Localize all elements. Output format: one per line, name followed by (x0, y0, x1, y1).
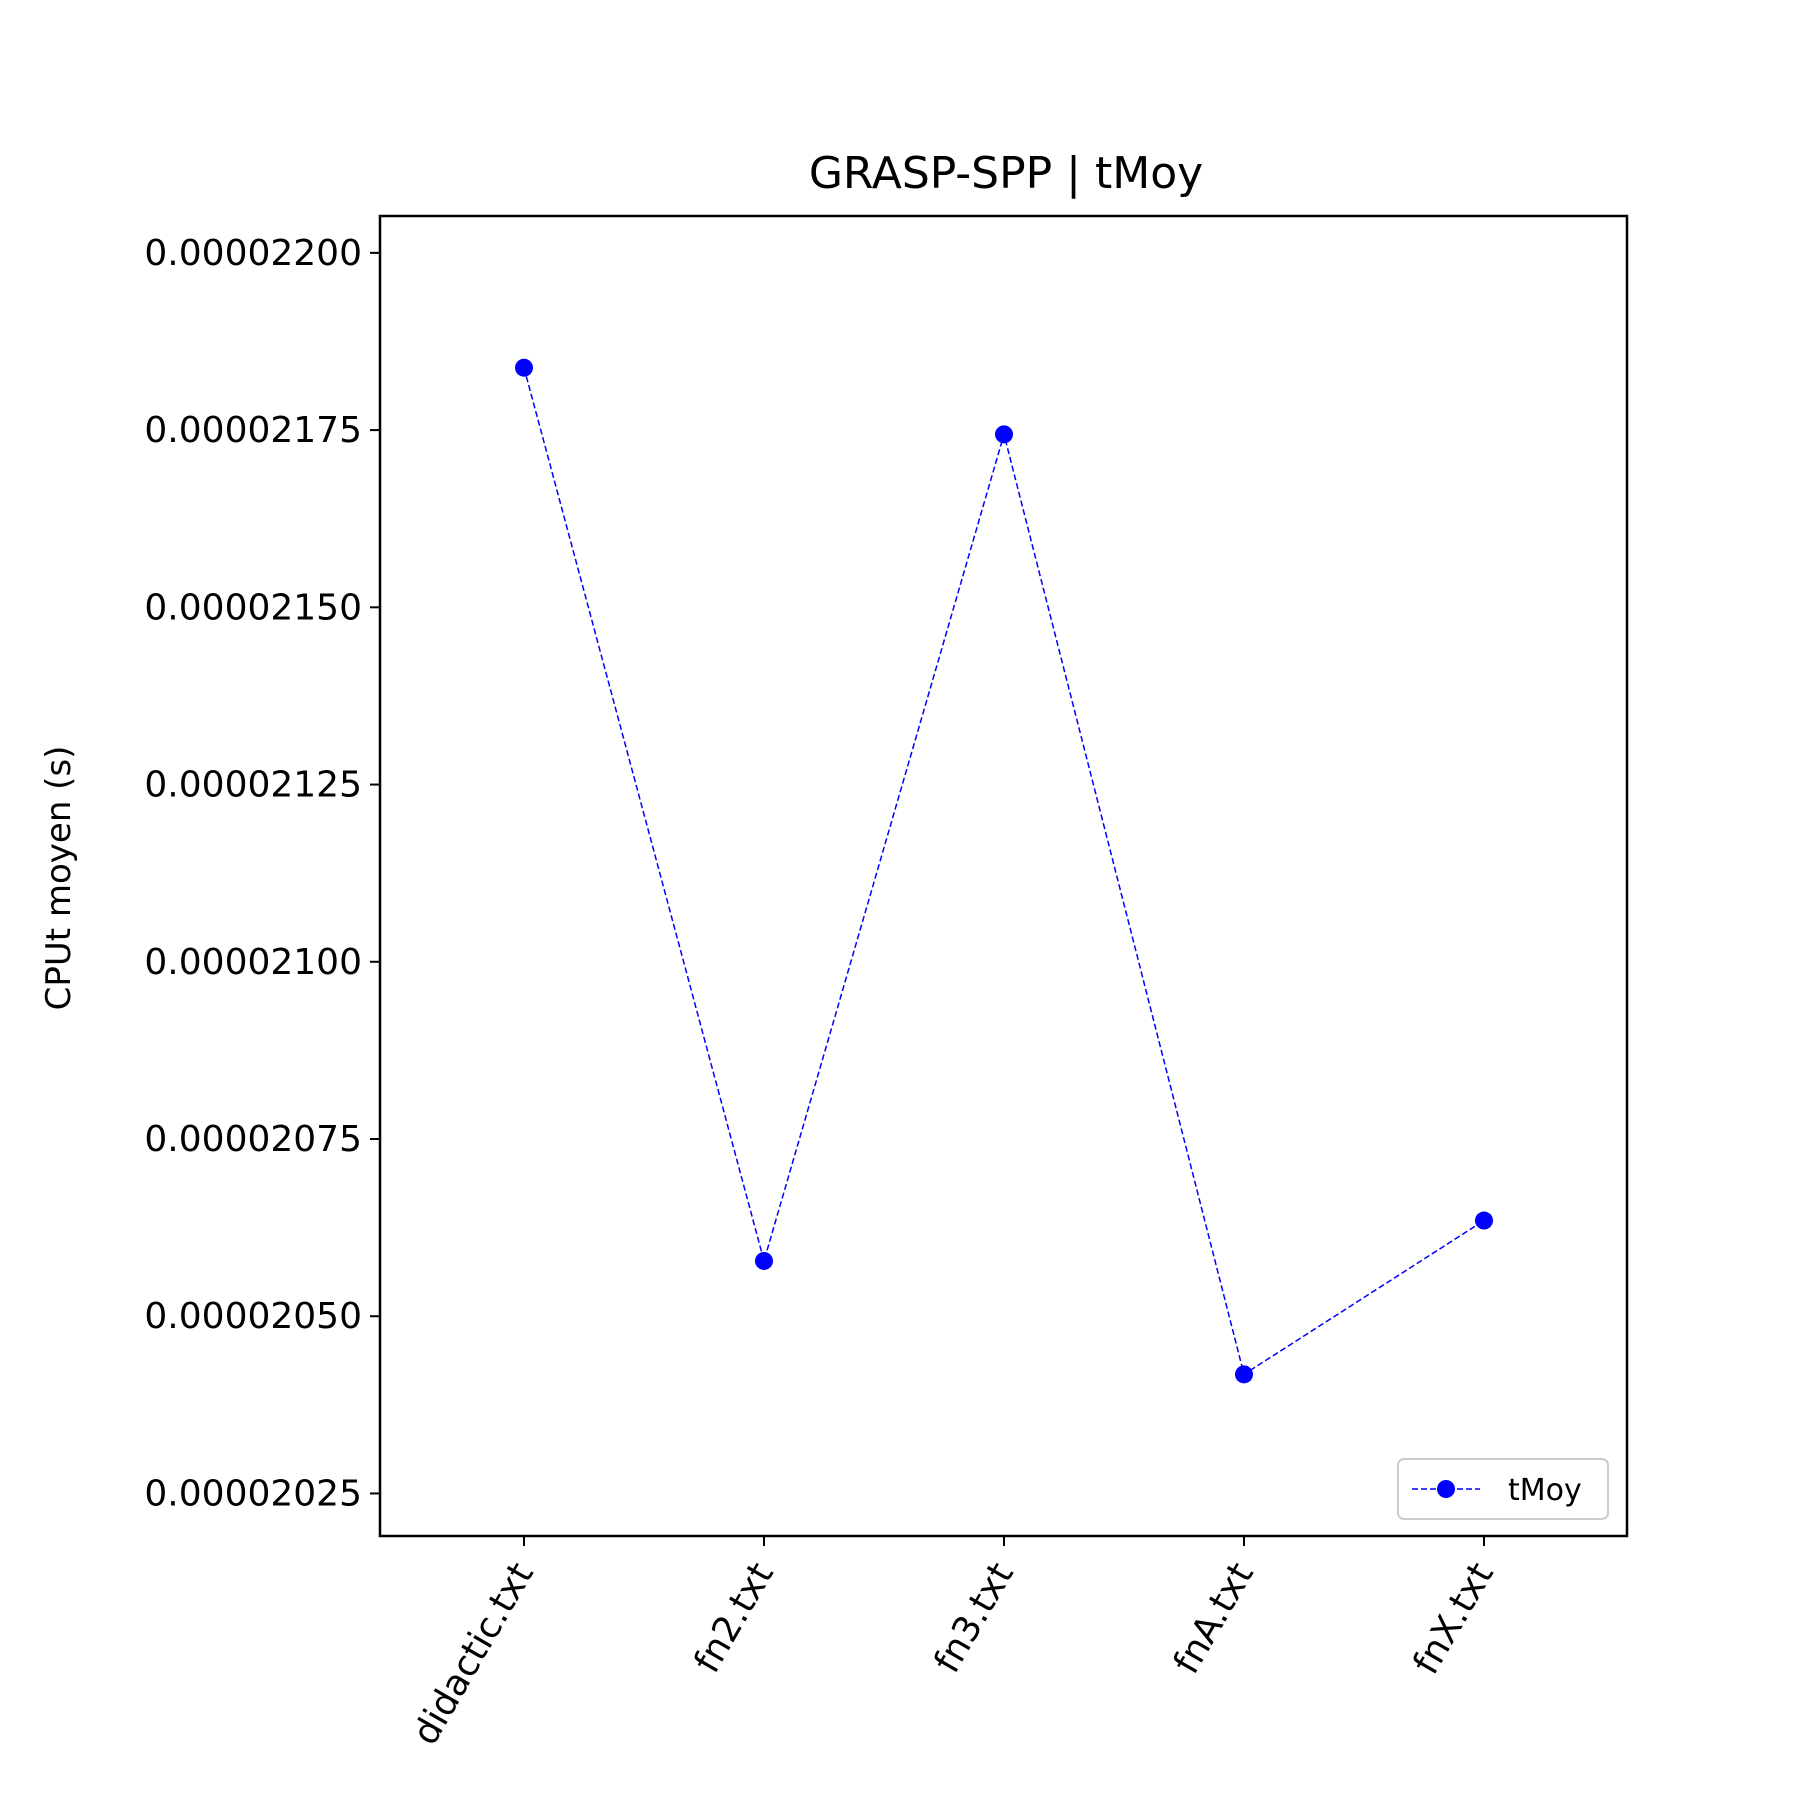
data-point (755, 1251, 773, 1270)
series-layer (515, 358, 1493, 1384)
y-tick-label: 0.00002175 (144, 410, 362, 451)
y-tick-label: 0.00002050 (144, 1296, 362, 1337)
y-tick-label: 0.00002150 (144, 587, 362, 628)
data-point (995, 425, 1013, 444)
y-tick-label: 0.00002100 (144, 942, 362, 983)
legend-marker (1437, 1480, 1455, 1498)
y-tick-label: 0.00002075 (144, 1119, 362, 1160)
legend-box (1397, 1458, 1609, 1520)
data-point (515, 358, 533, 377)
y-tick-label: 0.00002025 (144, 1473, 362, 1514)
y-tick-label: 0.00002200 (144, 233, 362, 274)
plot-frame (378, 214, 1629, 1538)
legend-label: tMoy (1508, 1473, 1582, 1508)
y-tick-label: 0.00002125 (144, 765, 362, 806)
legend: tMoy (1397, 1458, 1609, 1520)
chart-title: GRASP-SPP | tMoy (809, 148, 1203, 199)
y-axis-title: CPUt moyen (s) (39, 746, 79, 1011)
y-axis-ticks: 0.00002025 0.00002050 0.00002075 0.00002100… (144, 233, 380, 1514)
data-point (1475, 1211, 1493, 1230)
data-point (1235, 1365, 1253, 1384)
